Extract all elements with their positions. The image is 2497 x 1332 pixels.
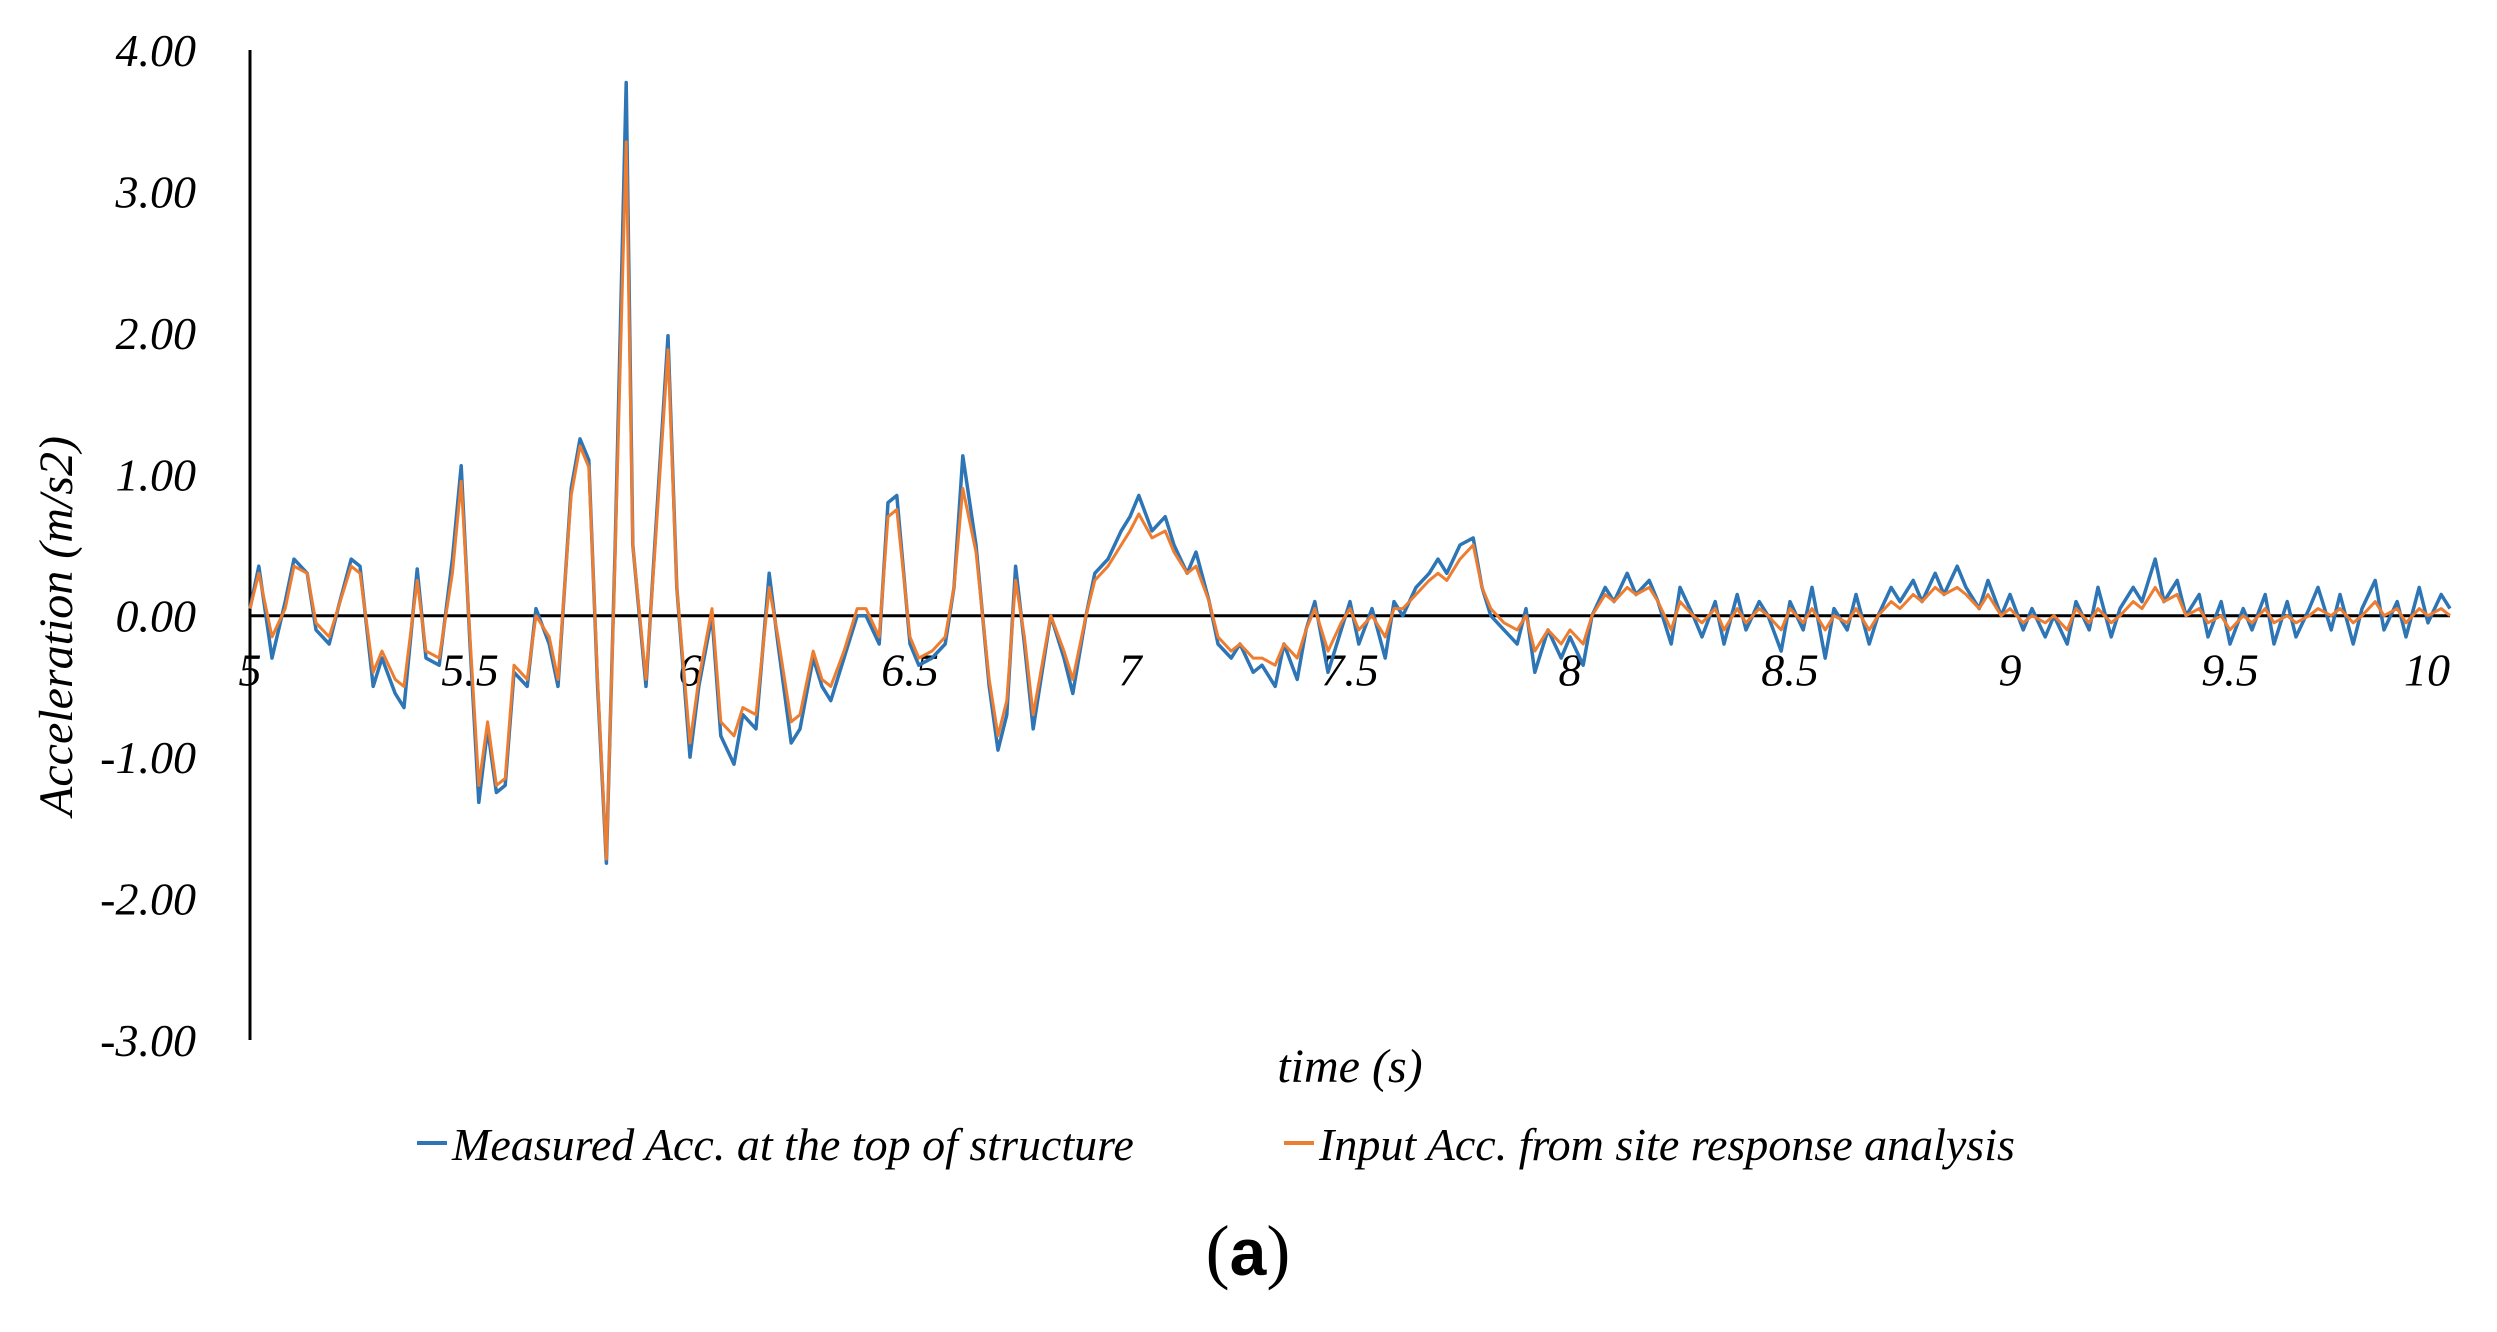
legend-label-measured: Measured Acc. at the top of structure — [451, 1119, 1134, 1170]
x-tick-label: 7 — [1119, 645, 1144, 696]
series-lines — [248, 80, 2452, 865]
y-tick-label: 4.00 — [116, 25, 197, 76]
x-tick-label: 10 — [2404, 645, 2450, 696]
figure-caption: (a) — [1206, 1211, 1291, 1291]
caption-open-paren: ( — [1206, 1211, 1230, 1291]
y-axis-title: Acceleration (m/s2) — [30, 436, 83, 819]
caption-letter: a — [1230, 1215, 1268, 1289]
y-tick-label: -2.00 — [100, 874, 196, 925]
x-axis-title: time (s) — [1277, 1040, 1422, 1093]
x-tick-label: 7.5 — [1321, 645, 1379, 696]
y-tick-label: -1.00 — [100, 732, 196, 783]
y-tick-label: 1.00 — [116, 449, 197, 500]
x-tick-label: 8 — [1559, 645, 1582, 696]
y-tick-label: 3.00 — [115, 166, 197, 217]
x-tick-label: 9.5 — [2201, 645, 2259, 696]
series-line-measured — [248, 80, 2452, 865]
legend-label-input: Input Acc. from site response analysis — [1318, 1119, 2015, 1170]
x-tick-labels: 5 5.5 6 6.5 7 7.5 8 8.5 9 9.5 10 — [239, 645, 2451, 696]
x-tick-label: 5 — [239, 645, 262, 696]
y-tick-label: 0.00 — [116, 591, 197, 642]
y-tick-label: 2.00 — [116, 308, 197, 359]
y-tick-labels: 4.00 3.00 2.00 1.00 0.00 -1.00 -2.00 -3.00 — [100, 25, 196, 1066]
x-tick-label: 9 — [1999, 645, 2022, 696]
y-tick-label: -3.00 — [100, 1015, 196, 1066]
legend: Measured Acc. at the top of structure In… — [417, 1119, 2015, 1170]
x-tick-label: 8.5 — [1761, 645, 1819, 696]
series-line-input — [248, 140, 2451, 861]
caption-close-paren: ) — [1266, 1211, 1290, 1291]
